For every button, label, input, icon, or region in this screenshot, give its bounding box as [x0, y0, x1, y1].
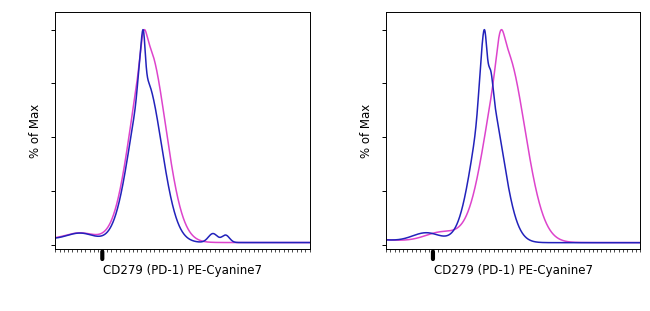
X-axis label: CD279 (PD-1) PE-Cyanine7: CD279 (PD-1) PE-Cyanine7 — [103, 264, 262, 277]
X-axis label: CD279 (PD-1) PE-Cyanine7: CD279 (PD-1) PE-Cyanine7 — [434, 264, 593, 277]
Y-axis label: % of Max: % of Max — [359, 104, 372, 158]
Y-axis label: % of Max: % of Max — [29, 104, 42, 158]
